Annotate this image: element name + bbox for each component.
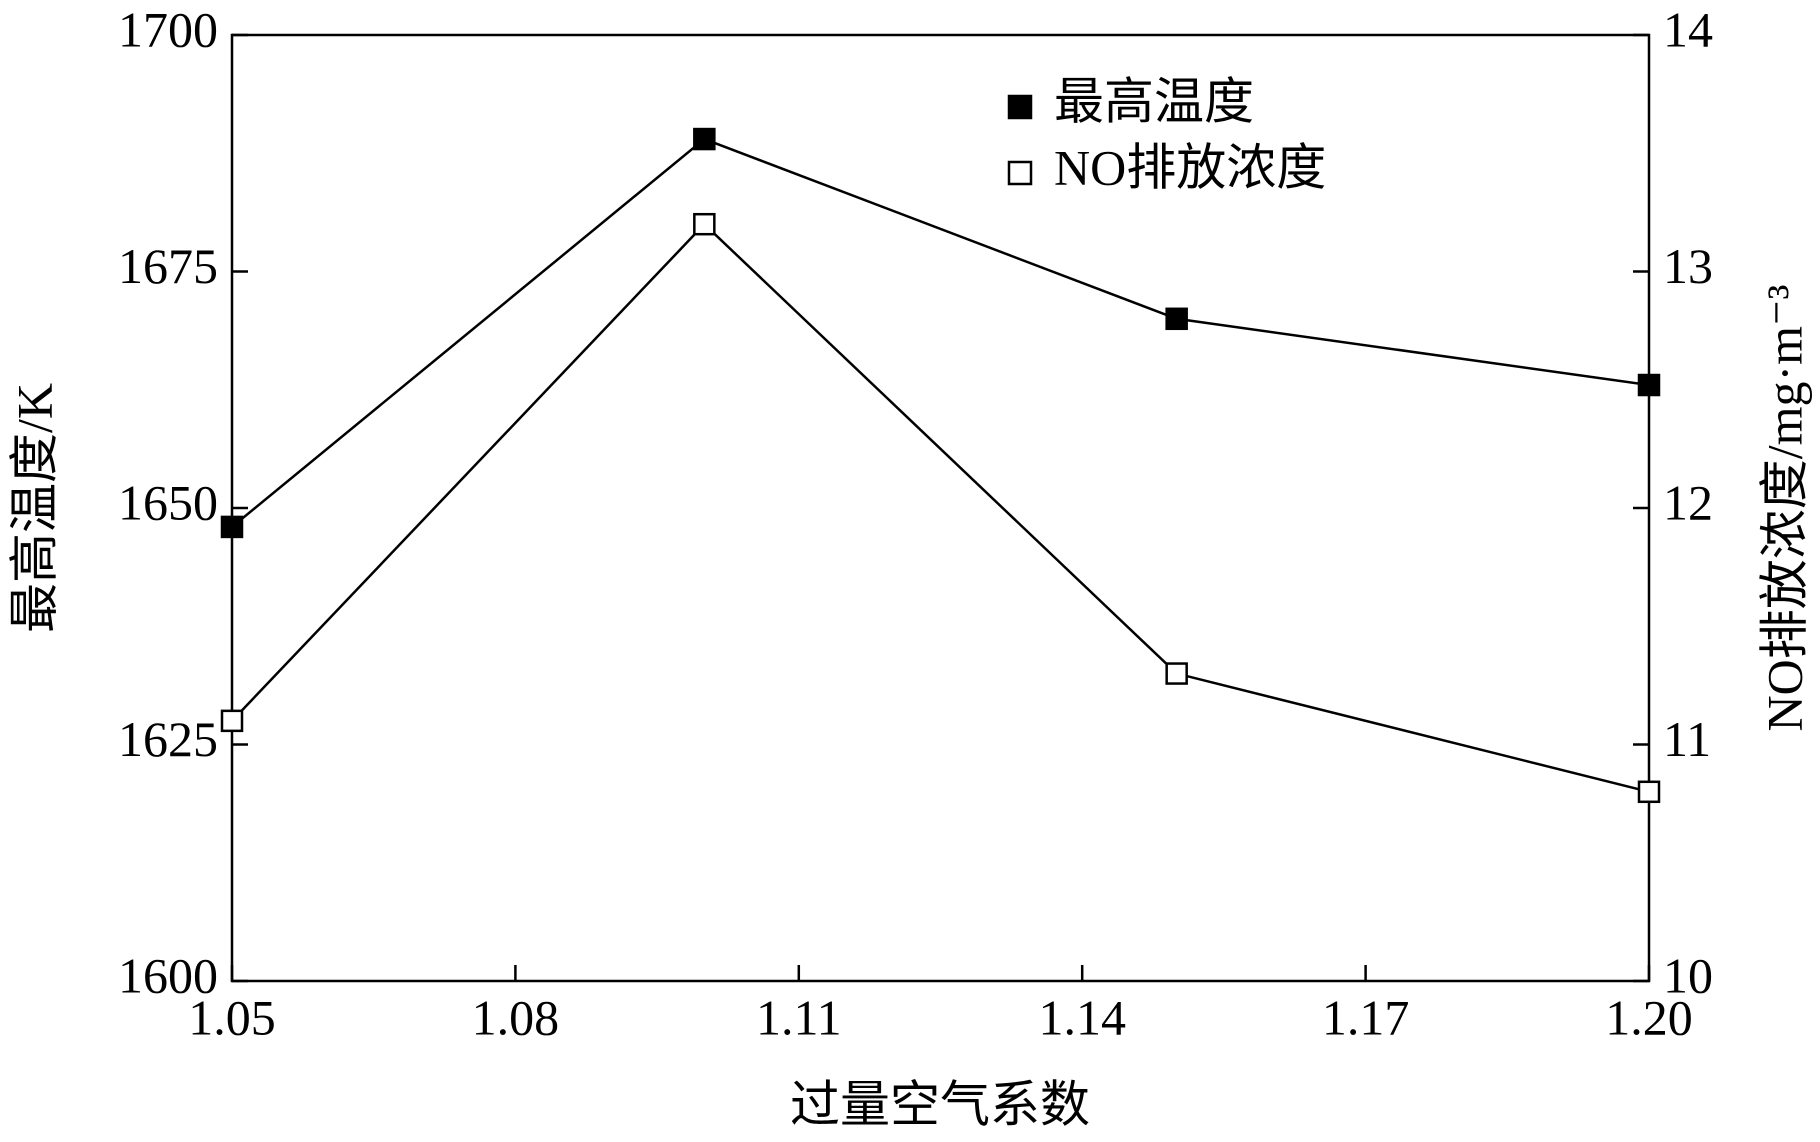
series-line (231, 137, 1650, 528)
series-line (231, 222, 1650, 794)
data-point (693, 127, 716, 151)
x-axis-label: 过量空气系数 (790, 1076, 1090, 1132)
legend-label: 最高温度 (1054, 73, 1254, 129)
y-tick-label: 1650 (118, 474, 218, 530)
y2-axis-label: NO排放浓度/mg·m⁻³ (1756, 285, 1812, 732)
data-point (220, 709, 244, 733)
data-point (1637, 780, 1661, 804)
x-tick-label: 1.14 (1038, 989, 1126, 1045)
y-tick-label: 1675 (118, 238, 218, 294)
data-point (1637, 373, 1661, 397)
legend-label: NO排放浓度 (1054, 139, 1326, 195)
y2-tick-label: 14 (1663, 1, 1713, 57)
y-axis-label: 最高温度/K (6, 383, 62, 633)
x-tick-label: 1.11 (756, 989, 842, 1045)
y-tick-label: 1600 (118, 947, 218, 1003)
x-tick-label: 1.08 (472, 989, 560, 1045)
data-point (220, 515, 244, 539)
x-tick-label: 1.05 (188, 989, 276, 1045)
data-point (1165, 662, 1188, 685)
legend-marker (1007, 94, 1033, 120)
y2-tick-label: 11 (1663, 711, 1711, 767)
plot-frame (230, 33, 1651, 983)
data-point (693, 212, 716, 236)
data-point (1165, 307, 1188, 331)
legend-marker (1007, 160, 1033, 186)
y-tick-label: 1625 (118, 711, 218, 767)
x-tick-label: 1.17 (1322, 989, 1410, 1045)
y-tick-label: 1700 (118, 1, 218, 57)
y2-tick-label: 12 (1663, 474, 1713, 530)
y2-tick-label: 10 (1663, 947, 1713, 1003)
y2-tick-label: 13 (1663, 238, 1713, 294)
x-tick-label: 1.20 (1605, 989, 1693, 1045)
